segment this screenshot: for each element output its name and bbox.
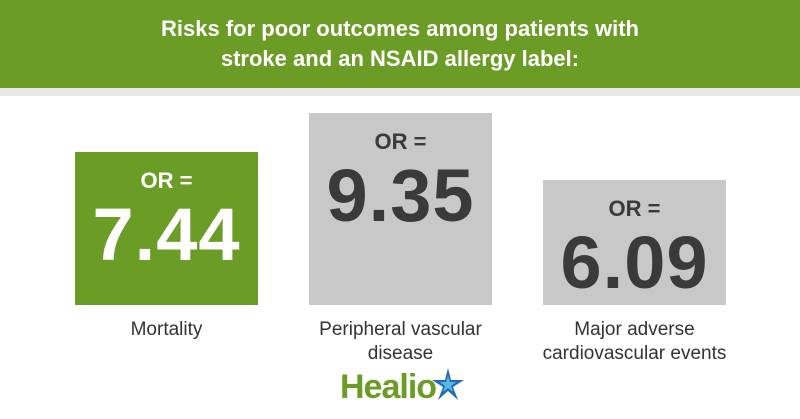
- logo: Healio: [340, 366, 466, 407]
- value-prefix: OR =: [608, 196, 661, 222]
- logo-text: Healio: [340, 368, 437, 406]
- header-rule: [0, 88, 800, 96]
- chart-title: Risks for poor outcomes among patients w…: [161, 16, 639, 71]
- bar: OR = 7.44: [75, 152, 258, 305]
- logo-star: [432, 368, 465, 400]
- value-prefix: OR =: [374, 129, 427, 155]
- value-label: 6.09: [560, 221, 709, 305]
- value-prefix: OR =: [140, 168, 193, 194]
- bar: OR = 6.09: [543, 180, 726, 305]
- category-label: Mortality: [130, 319, 203, 340]
- value-label: 7.44: [92, 193, 241, 277]
- category-label: Peripheral vascular disease: [319, 319, 482, 364]
- value-label: 9.35: [326, 154, 475, 238]
- category-label: Major adverse cardiovascular events: [542, 319, 727, 364]
- header-band: [0, 0, 800, 88]
- bar: OR = 9.35: [309, 113, 492, 305]
